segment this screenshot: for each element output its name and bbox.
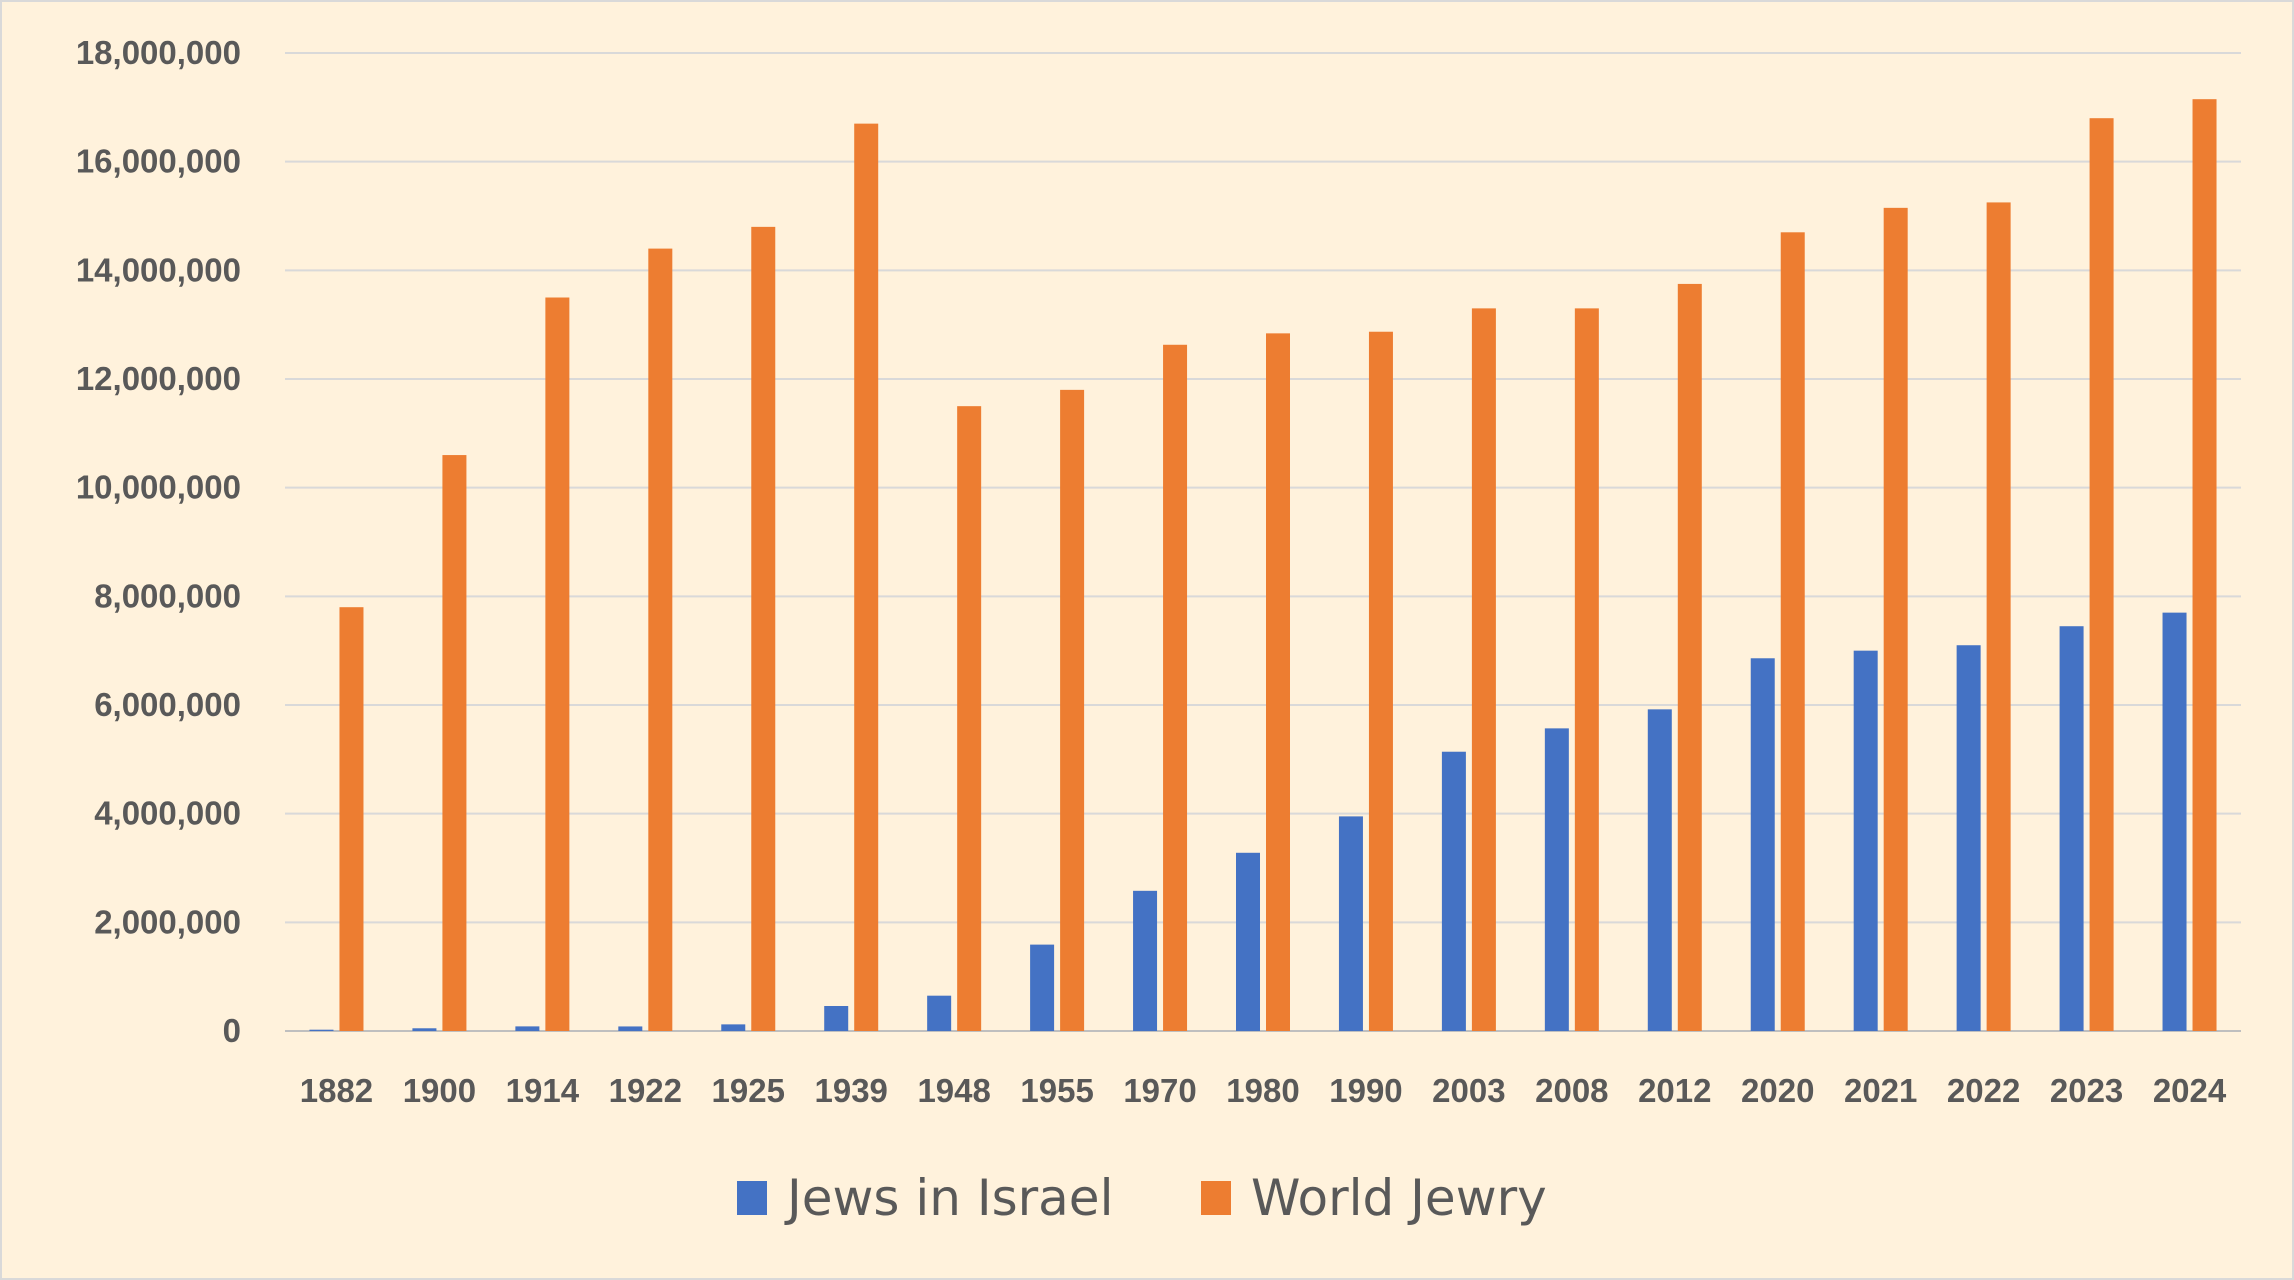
bar-jews-in-israel-2008 <box>1544 728 1569 1031</box>
y-axis-ticks: 0 2,000,000 4,000,000 6,000,000 8,000,000 10,… <box>76 34 241 1049</box>
bar-world-jewry-1955 <box>1060 389 1085 1031</box>
gridlines <box>285 52 2241 1032</box>
bar-world-jewry-1925 <box>751 226 776 1031</box>
bars <box>309 99 2217 1032</box>
bar-world-jewry-1990 <box>1368 331 1393 1032</box>
bar-jews-in-israel-1914 <box>515 1026 540 1031</box>
y-tick-label: 16,000,000 <box>76 143 241 180</box>
x-axis-ticks: 1882 1900 1914 1922 1925 1939 1948 1955 1970 1980… <box>300 1072 2227 1109</box>
bar-world-jewry-1970 <box>1163 344 1188 1031</box>
x-tick-label: 1914 <box>506 1072 580 1109</box>
x-tick-label: 2021 <box>1844 1072 1917 1109</box>
y-tick-label: 14,000,000 <box>76 251 241 288</box>
bar-world-jewry-2012 <box>1677 283 1702 1032</box>
x-tick-label: 2008 <box>1535 1072 1608 1109</box>
bar-jews-in-israel-2023 <box>2059 626 2084 1031</box>
y-tick-label: 0 <box>223 1012 241 1049</box>
legend: Jews in Israel World Jewry <box>737 1169 1547 1227</box>
x-tick-label: 2023 <box>2050 1072 2123 1109</box>
x-tick-label: 2024 <box>2153 1072 2227 1109</box>
bar-jews-in-israel-2024 <box>2162 612 2187 1031</box>
bar-jews-in-israel-1882 <box>309 1029 334 1031</box>
bar-jews-in-israel-1948 <box>927 995 952 1031</box>
bar-jews-in-israel-1939 <box>824 1006 849 1031</box>
x-tick-label: 1990 <box>1329 1072 1402 1109</box>
x-tick-label: 1922 <box>609 1072 682 1109</box>
bar-jews-in-israel-2003 <box>1441 751 1466 1031</box>
x-tick-label: 2020 <box>1741 1072 1814 1109</box>
bar-world-jewry-1939 <box>854 123 879 1032</box>
legend-label: World Jewry <box>1251 1169 1547 1227</box>
y-tick-label: 18,000,000 <box>76 34 241 71</box>
legend-swatch <box>1201 1181 1231 1215</box>
bar-world-jewry-1922 <box>648 248 673 1032</box>
x-tick-label: 1955 <box>1020 1072 1093 1109</box>
bar-jews-in-israel-2021 <box>1853 650 1878 1031</box>
bar-world-jewry-2024 <box>2192 99 2217 1031</box>
bar-jews-in-israel-1980 <box>1236 852 1260 1031</box>
y-tick-label: 8,000,000 <box>94 577 241 614</box>
bar-world-jewry-1980 <box>1266 333 1290 1031</box>
bar-world-jewry-2003 <box>1471 308 1496 1031</box>
bar-world-jewry-2021 <box>1883 207 1908 1032</box>
bar-jews-in-israel-1900 <box>412 1028 437 1031</box>
x-tick-label: 1882 <box>300 1072 373 1109</box>
x-tick-label: 1948 <box>917 1072 990 1109</box>
bar-jews-in-israel-1955 <box>1030 944 1055 1031</box>
y-tick-label: 2,000,000 <box>94 903 241 940</box>
bar-jews-in-israel-2020 <box>1750 658 1775 1031</box>
x-tick-label: 1925 <box>712 1072 785 1109</box>
bar-world-jewry-1882 <box>339 607 364 1031</box>
bar-world-jewry-2022 <box>1986 202 2011 1031</box>
bar-world-jewry-1914 <box>545 297 570 1031</box>
y-tick-label: 12,000,000 <box>76 360 241 397</box>
y-tick-label: 6,000,000 <box>94 686 241 723</box>
bar-world-jewry-2020 <box>1780 232 1805 1032</box>
bar-jews-in-israel-1925 <box>721 1024 746 1031</box>
x-tick-label: 1900 <box>403 1072 476 1109</box>
bar-jews-in-israel-1990 <box>1338 816 1363 1031</box>
bar-world-jewry-1948 <box>957 406 982 1032</box>
bar-jews-in-israel-2022 <box>1956 645 1981 1031</box>
bar-jews-in-israel-2012 <box>1647 709 1672 1031</box>
x-tick-label: 1970 <box>1123 1072 1196 1109</box>
legend-label: Jews in Israel <box>784 1169 1113 1227</box>
y-tick-label: 4,000,000 <box>94 795 241 832</box>
x-tick-label: 1939 <box>814 1072 887 1109</box>
y-tick-label: 10,000,000 <box>76 469 241 506</box>
x-tick-label: 2022 <box>1947 1072 2020 1109</box>
bar-world-jewry-1900 <box>442 455 467 1032</box>
x-tick-label: 2012 <box>1638 1072 1711 1109</box>
legend-swatch <box>737 1181 767 1215</box>
bar-jews-in-israel-1922 <box>618 1026 643 1031</box>
bar-world-jewry-2023 <box>2089 118 2114 1031</box>
x-tick-label: 2003 <box>1432 1072 1505 1109</box>
x-tick-label: 1980 <box>1226 1072 1299 1109</box>
bar-jews-in-israel-1970 <box>1133 890 1158 1031</box>
bar-world-jewry-2008 <box>1574 308 1599 1031</box>
